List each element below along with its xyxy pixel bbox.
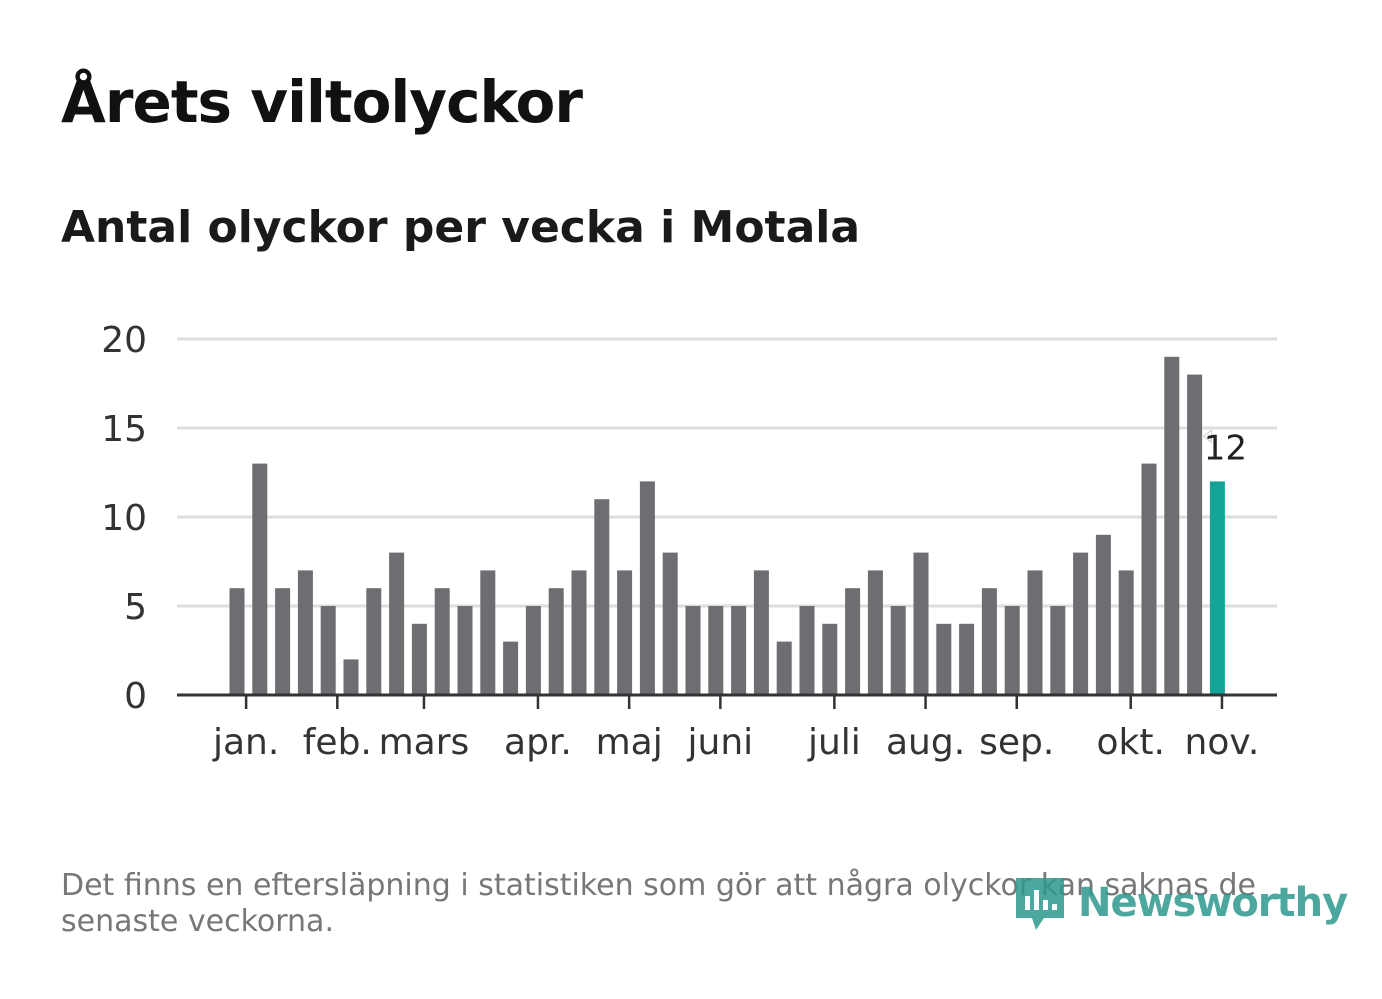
- x-tick-label-jan.: jan.: [212, 722, 279, 763]
- bar-week-19: [639, 481, 655, 695]
- bar-week-28: [845, 588, 861, 695]
- x-tick-label-maj: maj: [596, 722, 663, 763]
- bar-week-29: [867, 570, 883, 695]
- bar-week-40: [1118, 570, 1134, 695]
- x-tick-label-sep.: sep.: [979, 722, 1054, 763]
- bar-week-7: [366, 588, 382, 695]
- bar-week-33: [959, 623, 975, 695]
- bar-week-14: [525, 606, 541, 695]
- y-tick-label-20: 20: [101, 320, 147, 361]
- bar-week-11: [457, 606, 473, 695]
- x-tick-label-feb.: feb.: [303, 722, 372, 763]
- bar-week-9: [411, 623, 427, 695]
- x-tick-label-juli: juli: [807, 722, 861, 763]
- bar-week-32: [936, 623, 952, 695]
- bar-week-39: [1095, 534, 1111, 695]
- bar-week-6: [343, 659, 359, 695]
- bar-week-24: [753, 570, 769, 695]
- bar-week-27: [822, 623, 838, 695]
- newsworthy-logo-text: Newsworthy: [1078, 880, 1348, 926]
- highlight-label-pointer: [1202, 429, 1212, 444]
- y-tick-label-0: 0: [124, 676, 147, 717]
- bar-week-23: [731, 606, 747, 695]
- bar-week-5: [320, 606, 336, 695]
- bar-week-10: [434, 588, 450, 695]
- highlight-value-label: 12: [1204, 428, 1247, 468]
- bar-week-16: [571, 570, 587, 695]
- bar-week-35: [1004, 606, 1020, 695]
- bar-week-44: [1209, 481, 1225, 695]
- newsworthy-logo-icon: [1016, 878, 1064, 930]
- bar-week-17: [594, 499, 610, 695]
- x-tick-label-nov.: nov.: [1185, 722, 1260, 763]
- bar-week-25: [776, 641, 792, 695]
- bar-week-31: [913, 552, 929, 695]
- bar-week-20: [662, 552, 678, 695]
- bar-week-8: [389, 552, 405, 695]
- x-tick-label-mars: mars: [379, 722, 470, 763]
- bar-week-30: [890, 606, 906, 695]
- bar-week-3: [275, 588, 291, 695]
- bar-week-1: [229, 588, 245, 695]
- bar-week-42: [1164, 356, 1180, 695]
- bar-week-41: [1141, 463, 1157, 695]
- bar-week-36: [1027, 570, 1043, 695]
- bar-chart: 0 5 10 15 20 jan. feb. mars apr. maj juni juli aug. s…: [101, 320, 1277, 763]
- y-tick-label-10: 10: [101, 498, 147, 539]
- chart-title: Årets viltolyckor: [61, 68, 583, 136]
- bar-week-34: [981, 588, 997, 695]
- chart-subtitle: Antal olyckor per vecka i Motala: [61, 202, 861, 253]
- bar-week-22: [708, 606, 724, 695]
- bar-week-43: [1187, 374, 1203, 695]
- y-tick-label-5: 5: [124, 587, 147, 628]
- bar-week-4: [297, 570, 313, 695]
- bar-week-21: [685, 606, 701, 695]
- bar-week-38: [1073, 552, 1089, 695]
- x-tick-label-okt.: okt.: [1097, 722, 1165, 763]
- bar-week-18: [617, 570, 633, 695]
- bar-week-26: [799, 606, 815, 695]
- newsworthy-logo: Newsworthy: [1010, 872, 1348, 934]
- bar-week-2: [252, 463, 268, 695]
- bar-week-13: [503, 641, 519, 695]
- x-tick-label-aug.: aug.: [886, 722, 965, 763]
- bar-week-37: [1050, 606, 1066, 695]
- x-tick-label-juni: juni: [687, 722, 754, 763]
- bar-week-12: [480, 570, 496, 695]
- x-tick-label-apr.: apr.: [504, 722, 572, 763]
- bar-week-15: [548, 588, 564, 695]
- y-tick-label-15: 15: [101, 409, 147, 450]
